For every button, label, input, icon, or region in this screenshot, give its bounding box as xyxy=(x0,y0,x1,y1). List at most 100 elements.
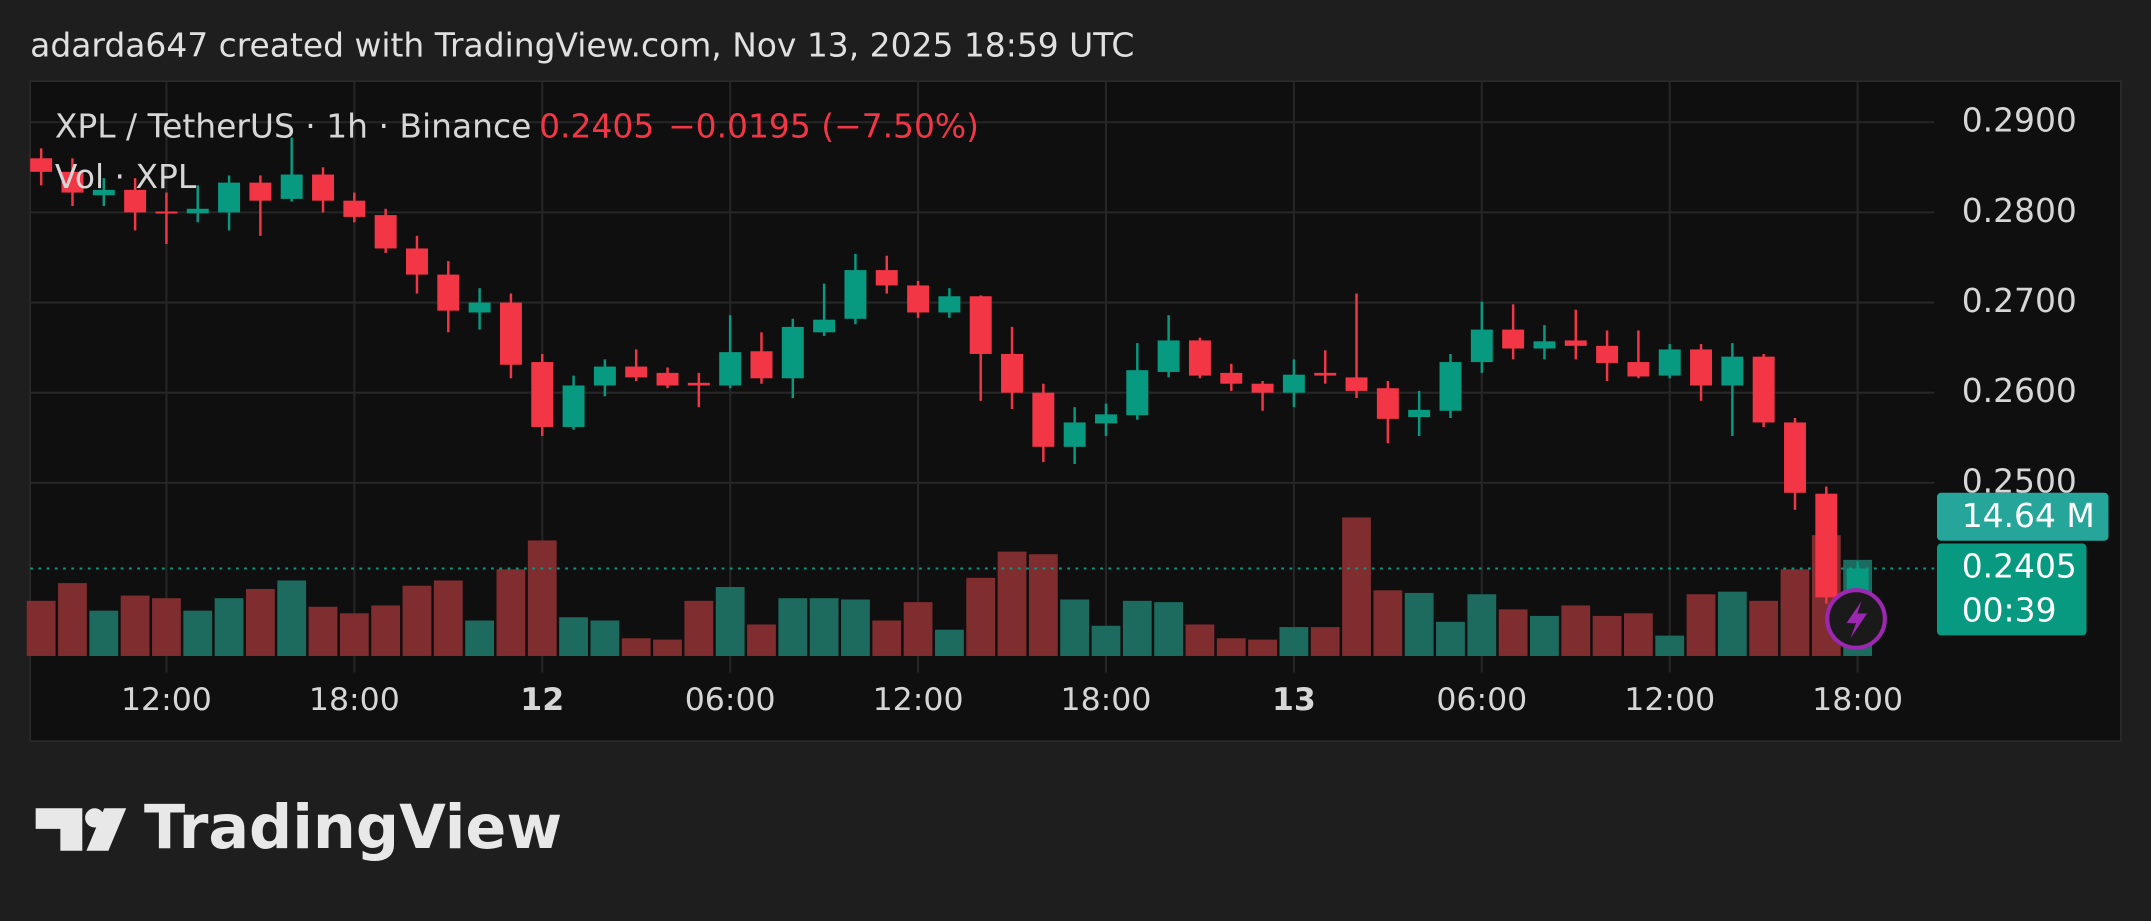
chart-title: XPL / TetherUS · 1h · Binance xyxy=(55,106,531,145)
icon-bolt xyxy=(1846,601,1868,639)
volume-bar xyxy=(527,540,557,656)
candle-body xyxy=(1032,392,1055,447)
candle-body xyxy=(781,326,804,379)
x-tick-label: 06:00 xyxy=(685,682,776,718)
volume-bar xyxy=(1592,615,1622,656)
x-tick-label: 06:00 xyxy=(1436,682,1527,718)
candle-body xyxy=(750,351,773,379)
candle-body xyxy=(1564,340,1587,346)
candle-body xyxy=(1282,374,1305,393)
volume-bar xyxy=(621,638,651,656)
volume-bar xyxy=(1373,590,1403,656)
price-tag xyxy=(1936,543,2087,636)
x-tick-label: 12:00 xyxy=(873,682,964,718)
candle-body xyxy=(186,208,209,214)
x-tick-label: 12 xyxy=(520,682,564,718)
volume-bar xyxy=(809,598,839,656)
candle-body xyxy=(1815,493,1838,598)
candle-body xyxy=(437,274,460,311)
volume-bar xyxy=(465,620,495,656)
candle-body xyxy=(593,366,616,386)
candle-body xyxy=(1063,422,1086,447)
volume-bar xyxy=(1185,624,1215,656)
candle-body xyxy=(1376,388,1399,419)
candle-body xyxy=(687,382,710,386)
volume-bar xyxy=(872,620,902,656)
volume-bar xyxy=(26,600,56,656)
candle-body xyxy=(280,174,303,199)
volume-bar xyxy=(1436,621,1465,656)
volume-bar xyxy=(841,599,870,656)
candle-body xyxy=(1220,372,1243,384)
lightning-icon xyxy=(1825,588,1887,650)
volume-bar xyxy=(152,598,181,656)
logo-mark-3 xyxy=(86,808,127,851)
candle-body xyxy=(1314,372,1337,376)
volume-bar xyxy=(1717,591,1747,656)
volume-bar xyxy=(1530,615,1559,656)
volume-bar xyxy=(1060,599,1090,656)
x-tick-label: 12:00 xyxy=(1624,682,1715,718)
candle-body xyxy=(938,296,961,313)
candle-body xyxy=(1752,356,1775,423)
volume-bar xyxy=(308,606,338,656)
candle-body xyxy=(562,385,585,427)
volume-bar xyxy=(684,600,714,656)
volume-bar xyxy=(1248,639,1277,656)
y-tick-label: 0.2700 xyxy=(1962,281,2077,320)
volume-bar xyxy=(1310,627,1340,656)
logo-text: TradingView xyxy=(144,793,562,863)
volume-bar xyxy=(934,629,964,656)
candle-body xyxy=(312,174,334,201)
volume-bar xyxy=(402,585,432,656)
candle-body xyxy=(1627,362,1650,377)
candle-body xyxy=(30,158,53,172)
x-tick-label: 18:00 xyxy=(1812,682,1903,718)
candle-body xyxy=(625,366,648,378)
volume-bar xyxy=(120,595,150,656)
volume-legend: Vol · XPL xyxy=(55,157,197,196)
volume-bar xyxy=(903,602,933,656)
candle-body xyxy=(1408,409,1431,418)
candle-body xyxy=(468,302,491,313)
candle-body xyxy=(1001,353,1024,393)
candle-body xyxy=(155,211,178,214)
candle-body xyxy=(1095,414,1117,424)
volume-bar xyxy=(89,610,119,656)
x-tick-label: 18:00 xyxy=(1061,682,1152,718)
candle-body xyxy=(719,352,742,386)
volume-bar xyxy=(1623,613,1653,656)
candle-body xyxy=(1502,329,1525,349)
candle-body xyxy=(406,248,428,275)
candle-body xyxy=(531,362,554,427)
volume-bar xyxy=(1091,625,1121,656)
volume-bar xyxy=(245,589,275,656)
price-tag-label: 0.2405 xyxy=(1962,547,2077,586)
volume-bar xyxy=(1404,592,1434,656)
volume-bar xyxy=(747,624,776,656)
candle-body xyxy=(1188,340,1211,376)
volume-bar xyxy=(1467,594,1497,656)
candle-body xyxy=(499,302,522,365)
candle-body xyxy=(1533,341,1556,349)
candle-body xyxy=(969,296,992,354)
candle-body xyxy=(92,189,115,196)
volume-bar xyxy=(1749,600,1779,656)
volume-bar xyxy=(715,587,745,656)
volume-bar xyxy=(1498,609,1528,656)
candle-body xyxy=(343,200,366,217)
x-tick-label: 12:00 xyxy=(121,682,212,718)
price-tags: 14.64 M 0.2405 00:39 xyxy=(1936,492,2109,636)
candle-body xyxy=(124,189,147,213)
candle-body xyxy=(1721,356,1744,386)
y-tick-label: 0.2800 xyxy=(1962,191,2077,230)
candle-body xyxy=(844,270,867,319)
candle-body xyxy=(907,285,930,313)
volume-bar xyxy=(1342,517,1371,656)
candle-body xyxy=(218,182,241,213)
volume-bar xyxy=(778,598,808,656)
volume-bar xyxy=(1279,627,1309,656)
volume-bar xyxy=(433,580,463,656)
